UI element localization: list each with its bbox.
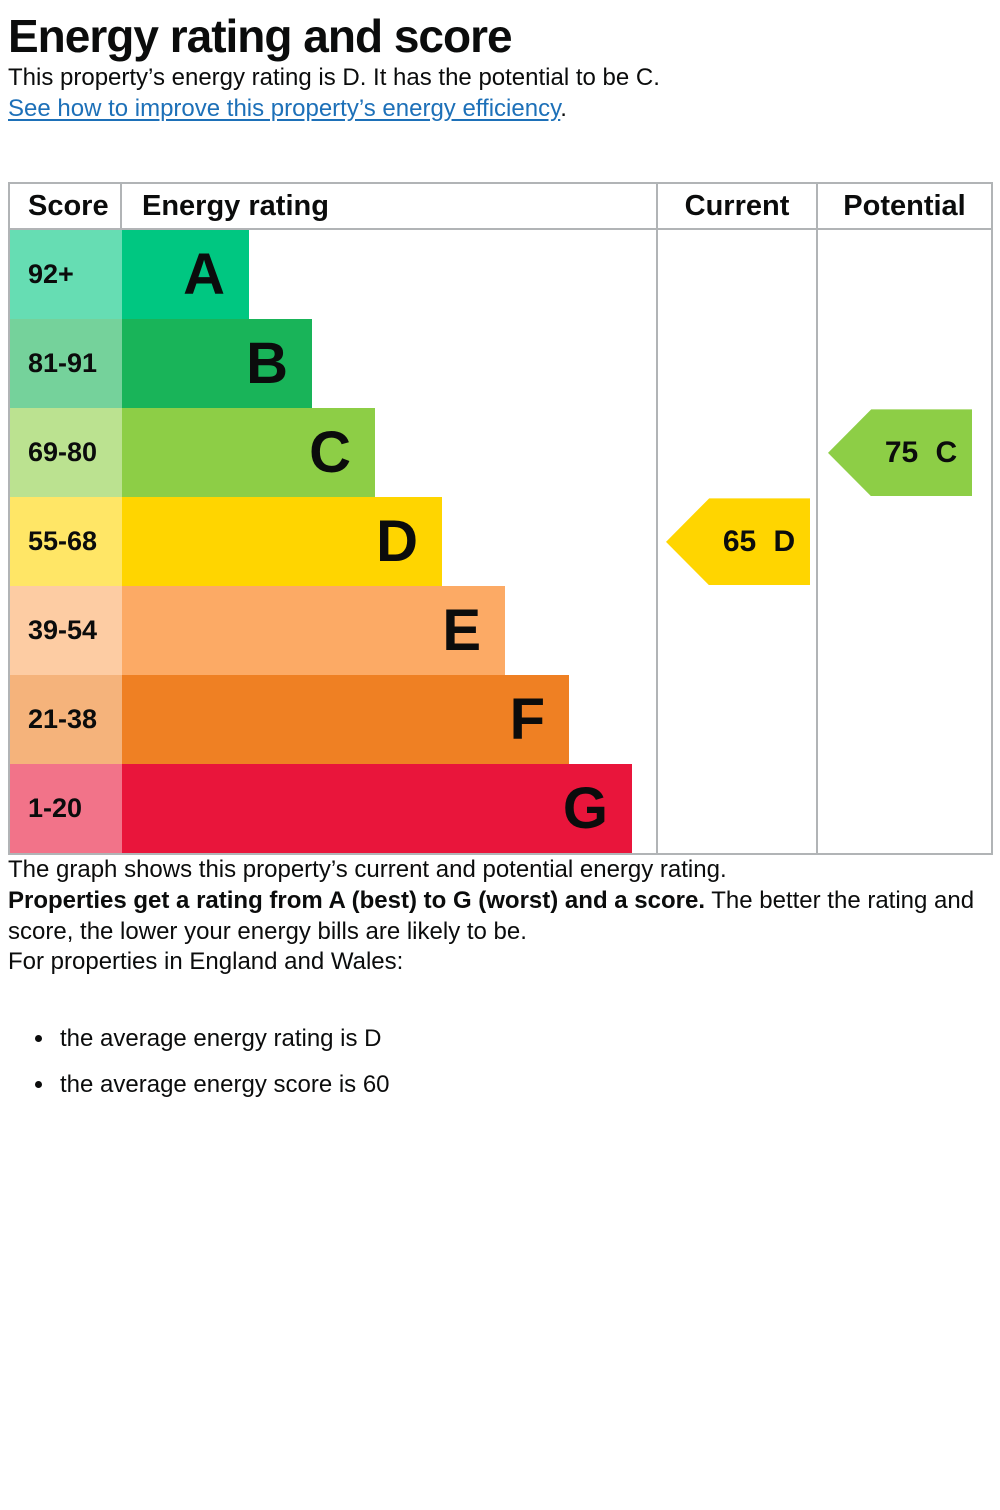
band-letter-e: E xyxy=(442,597,481,663)
score-range-d: 55-68 xyxy=(10,497,122,587)
band-letter-g: G xyxy=(562,775,608,841)
band-bar-g: G xyxy=(122,764,632,854)
intro-text: This property’s energy rating is D. It h… xyxy=(8,63,660,91)
header-score: Score xyxy=(10,184,122,229)
band-row-b: 81-91 B xyxy=(10,319,991,409)
list-item-average-score: the average energy score is 60 xyxy=(56,1070,992,1100)
band-letter-f: F xyxy=(509,686,545,752)
score-range-e: 39-54 xyxy=(10,586,122,676)
band-bar-a: A xyxy=(122,230,249,320)
score-range-a: 92+ xyxy=(10,230,122,320)
ratings-bold-text: Properties get a rating from A (best) to… xyxy=(8,887,705,915)
improve-link-line: See how to improve this property’s energ… xyxy=(8,94,992,125)
chart-header-row: Score Energy rating Current Potential xyxy=(10,184,991,231)
ratings-paragraph: Properties get a rating from A (best) to… xyxy=(8,886,992,947)
band-row-g: 1-20 G xyxy=(10,764,991,854)
score-range-c: 69-80 xyxy=(10,408,122,498)
region-stats-list: the average energy rating is D the avera… xyxy=(8,1024,992,1100)
band-row-a: 92+ A xyxy=(10,230,991,320)
improve-link[interactable]: See how to improve this property’s energ… xyxy=(8,94,561,122)
ratings-rest-text: The better the rating and score, the low… xyxy=(8,887,975,945)
band-row-d: 55-68 D 65 D xyxy=(10,497,991,587)
improve-link-suffix: . xyxy=(560,94,567,122)
band-bar-f: F xyxy=(122,675,569,765)
band-letter-d: D xyxy=(376,508,418,574)
score-range-g: 1-20 xyxy=(10,764,122,854)
band-letter-c: C xyxy=(309,419,351,485)
band-row-e: 39-54 E xyxy=(10,586,991,676)
header-energy-rating: Energy rating xyxy=(142,189,329,222)
band-bar-b: B xyxy=(122,319,312,409)
band-bar-e: E xyxy=(122,586,505,676)
score-range-b: 81-91 xyxy=(10,319,122,409)
band-bar-d: D xyxy=(122,497,442,587)
graph-caption: The graph shows this property’s current … xyxy=(8,856,727,884)
band-row-f: 21-38 F xyxy=(10,675,991,765)
potential-rating-arrow: 75 C xyxy=(828,409,972,497)
header-current: Current xyxy=(656,184,816,229)
regions-line: For properties in England and Wales: xyxy=(8,948,404,976)
band-letter-a: A xyxy=(183,241,225,307)
header-potential: Potential xyxy=(816,184,991,229)
list-item-average-rating: the average energy rating is D xyxy=(56,1024,992,1054)
band-bar-c: C xyxy=(122,408,375,498)
epc-rating-chart: Score Energy rating Current Potential 92… xyxy=(8,182,993,856)
band-letter-b: B xyxy=(246,330,288,396)
score-range-f: 21-38 xyxy=(10,675,122,765)
page-title: Energy rating and score xyxy=(8,10,513,62)
current-rating-arrow: 65 D xyxy=(666,498,810,586)
band-row-c: 69-80 C 75 C xyxy=(10,408,991,498)
page-content: Energy rating and score This property’s … xyxy=(0,10,1000,1100)
